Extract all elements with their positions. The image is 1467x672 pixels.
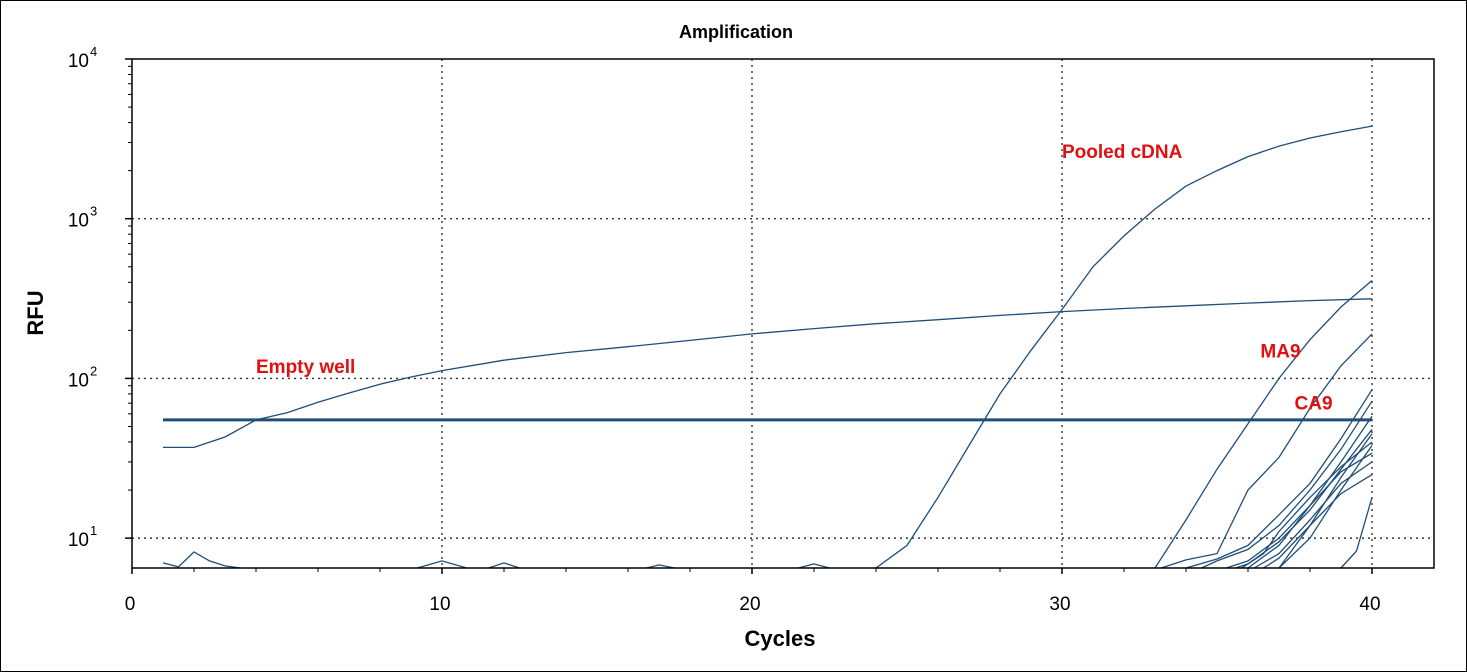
amplification-curve-6 — [1201, 400, 1373, 569]
y-tick-exponent: 2 — [90, 363, 97, 378]
amplification-curve-3 — [1154, 280, 1373, 569]
amplification-curve-4 — [1160, 333, 1373, 569]
annotation-label: Empty well — [256, 357, 355, 378]
grid — [132, 59, 1434, 568]
amplification-curve-5 — [1185, 389, 1373, 569]
annotations: Pooled cDNA Empty well MA9 CA9 — [256, 142, 1333, 414]
x-tick-label: 10 — [429, 594, 450, 615]
y-tick-exponent: 4 — [90, 44, 97, 59]
amplification-curve-2 — [875, 125, 1373, 569]
amplification-curve-17 — [417, 560, 467, 569]
y-tick-label: 10 — [68, 51, 89, 72]
plot-area-border — [131, 58, 1435, 569]
x-tick-label: 0 — [125, 594, 136, 615]
x-tick-label: 40 — [1359, 594, 1380, 615]
amplification-curve-12 — [1263, 474, 1373, 569]
amplification-curve-20 — [798, 563, 830, 569]
annotation-label: Pooled cDNA — [1062, 142, 1183, 163]
amplification-curve-14 — [1278, 445, 1373, 569]
y-tick-exponent: 1 — [90, 523, 97, 538]
amplification-curve-1 — [163, 298, 1373, 449]
y-tick-label: 10 — [68, 211, 89, 232]
y-tick-label: 10 — [68, 370, 89, 391]
x-tick-label: 30 — [1049, 594, 1070, 615]
amplification-curve-8 — [1235, 428, 1373, 569]
annotation-label: MA9 — [1260, 342, 1300, 363]
plot-series — [162, 125, 1373, 569]
amplification-curve-15 — [1340, 497, 1373, 569]
amplification-curve-7 — [1226, 415, 1373, 569]
y-axis-title: RFU — [23, 290, 48, 335]
x-tick-label: 20 — [739, 594, 760, 615]
amplification-curve-10 — [1247, 452, 1373, 569]
amplification-curve-9 — [1241, 441, 1373, 569]
x-axis-title: Cycles — [745, 626, 816, 651]
chart-title: Amplification — [679, 22, 793, 42]
amplification-curve-19 — [646, 564, 675, 569]
annotation-label: CA9 — [1295, 393, 1333, 414]
y-tick-exponent: 3 — [90, 204, 97, 219]
amplification-curve-16 — [162, 551, 241, 569]
amplification-curve-18 — [488, 562, 520, 569]
amplification-curve-13 — [1278, 433, 1373, 569]
y-tick-label: 10 — [68, 530, 89, 551]
